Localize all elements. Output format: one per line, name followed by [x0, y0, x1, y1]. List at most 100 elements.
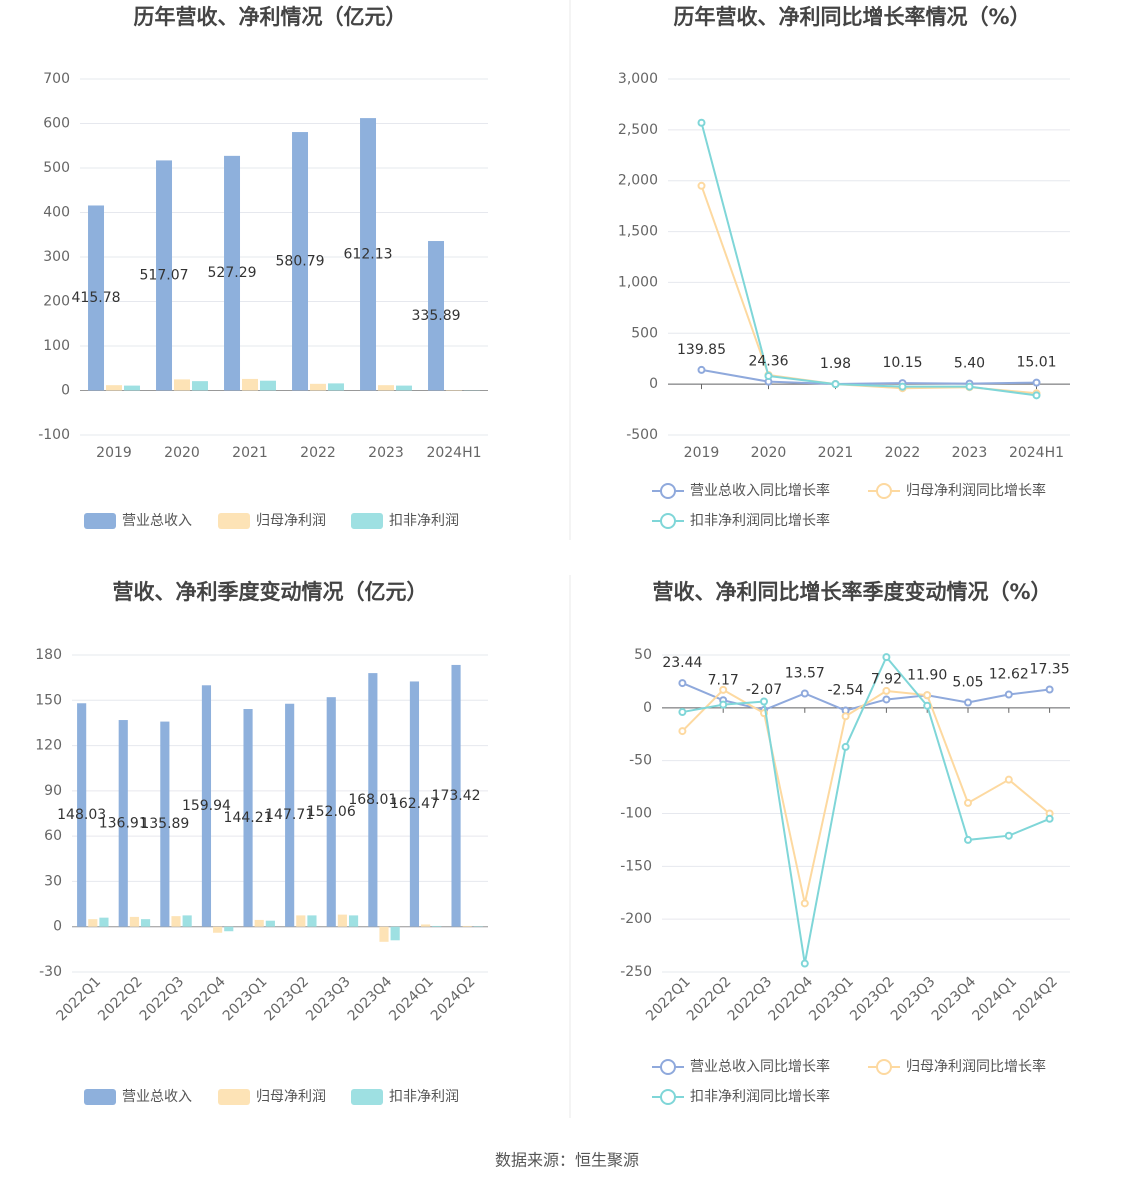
point — [965, 382, 974, 391]
bar — [265, 920, 275, 927]
legend-swatch — [84, 513, 116, 529]
point — [800, 959, 809, 968]
point — [1032, 391, 1041, 400]
bar — [390, 926, 400, 941]
y-tick-label: 300 — [43, 249, 70, 265]
legend-swatch — [218, 513, 250, 529]
bar — [254, 919, 264, 927]
value-label: 173.42 — [432, 788, 481, 804]
bar — [432, 925, 442, 927]
legend-swatch — [660, 1089, 676, 1105]
bar — [160, 721, 170, 927]
value-label: 415.78 — [72, 290, 121, 306]
bar — [307, 915, 317, 927]
y-tick-label: -150 — [620, 858, 652, 874]
bar — [213, 926, 223, 933]
value-label: 135.89 — [140, 816, 189, 832]
legend-label: 营业总收入同比增长率 — [690, 482, 830, 499]
point — [923, 701, 932, 710]
x-tick-label: 2022Q2 — [95, 974, 146, 1025]
value-label: 5.05 — [952, 674, 983, 690]
y-tick-label: -200 — [620, 911, 652, 927]
x-tick-label: 2023Q4 — [929, 974, 980, 1025]
point — [964, 798, 972, 807]
point — [697, 365, 706, 374]
legend-label: 营业总收入 — [122, 513, 192, 529]
y-tick-label: 150 — [35, 692, 62, 708]
x-tick-label: 2024Q2 — [428, 974, 479, 1025]
point — [1004, 775, 1013, 784]
x-tick-label: 2023Q3 — [888, 974, 939, 1025]
y-tick-label: -100 — [38, 427, 70, 443]
value-label: 24.36 — [748, 354, 788, 370]
bar — [243, 709, 253, 927]
bar — [174, 379, 190, 391]
bar — [292, 132, 309, 391]
value-label: 147.71 — [265, 807, 314, 823]
value-label: 168.01 — [348, 792, 397, 808]
value-label: 7.17 — [708, 672, 739, 688]
y-tick-label: 600 — [43, 116, 70, 132]
bar — [106, 385, 122, 391]
legend-label: 归母净利润 — [256, 1088, 326, 1105]
value-label: 152.06 — [307, 804, 356, 820]
value-label: 13.57 — [785, 665, 825, 681]
bar — [77, 703, 87, 927]
x-tick-label: 2023Q1 — [806, 974, 857, 1025]
point — [882, 695, 891, 704]
y-tick-label: 2,500 — [618, 122, 658, 138]
y-tick-label: 30 — [44, 873, 62, 889]
value-label: 11.90 — [907, 667, 947, 683]
y-tick-label: 3,000 — [618, 71, 658, 87]
x-tick-label: 2020 — [164, 445, 200, 461]
value-label: 5.40 — [954, 356, 985, 372]
point — [1045, 814, 1054, 823]
bar — [368, 673, 378, 927]
value-label: 7.92 — [871, 671, 902, 687]
point — [678, 679, 687, 688]
y-tick-label: -30 — [39, 964, 62, 980]
y-tick-label: 0 — [53, 919, 62, 935]
legend-label: 归母净利润同比增长率 — [906, 1058, 1046, 1075]
y-tick-label: 180 — [35, 647, 62, 663]
bar — [88, 919, 98, 927]
y-tick-label: -100 — [620, 806, 652, 822]
y-tick-label: 60 — [44, 828, 62, 844]
bar — [156, 160, 173, 391]
point — [719, 685, 728, 694]
bar — [337, 914, 347, 927]
x-tick-label: 2022Q3 — [137, 974, 188, 1025]
bar — [224, 155, 241, 391]
point — [764, 372, 773, 381]
value-label: 580.79 — [276, 253, 325, 269]
legend-swatch — [660, 513, 676, 529]
y-tick-label: 90 — [44, 783, 62, 799]
y-tick-label: 0 — [643, 700, 652, 716]
series-line — [681, 688, 1051, 904]
point — [760, 697, 768, 706]
bar — [129, 916, 139, 927]
legend-label: 归母净利润 — [256, 512, 326, 529]
bar — [395, 385, 412, 391]
bar — [191, 381, 208, 391]
y-tick-label: -250 — [620, 964, 652, 980]
x-tick-label: 2023Q2 — [262, 974, 313, 1025]
bar — [118, 720, 128, 927]
value-label: 10.15 — [882, 355, 922, 371]
value-label: 15.01 — [1016, 355, 1056, 371]
bar — [421, 924, 431, 927]
source-note: 数据来源：恒生聚源 — [495, 1151, 639, 1170]
bar — [462, 925, 472, 927]
legend-label: 营业总收入 — [122, 1089, 192, 1105]
chart-title: 历年营收、净利情况（亿元） — [134, 5, 407, 29]
x-tick-label: 2024Q1 — [386, 974, 437, 1025]
x-tick-label: 2023Q4 — [345, 974, 396, 1025]
legend-swatch — [660, 483, 676, 499]
x-tick-label: 2022Q2 — [684, 974, 735, 1025]
value-label: 159.94 — [182, 798, 231, 814]
bar — [224, 926, 234, 932]
bar — [327, 383, 344, 391]
point — [1004, 690, 1013, 699]
bar — [88, 205, 105, 391]
point — [923, 691, 932, 700]
